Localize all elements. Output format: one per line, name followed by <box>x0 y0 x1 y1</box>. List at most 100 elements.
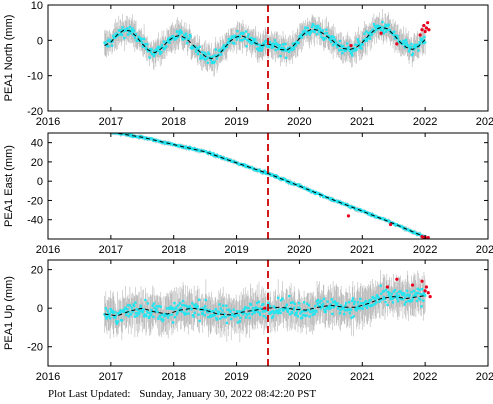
up-observation-point <box>382 295 385 299</box>
last-updated-label: Plot Last Updated: <box>48 388 131 400</box>
north-observation-point <box>178 32 181 36</box>
north-observation-point <box>330 40 333 44</box>
north-observation-point <box>187 37 191 40</box>
north-observation-point <box>263 41 266 45</box>
north-observation-point <box>202 57 205 60</box>
north-observation-point <box>419 42 422 45</box>
north-observation-point <box>396 37 400 40</box>
north-observation-point <box>292 45 295 49</box>
up-plot-area <box>103 270 432 343</box>
up-observation-point <box>308 315 311 318</box>
up-observation-point <box>175 313 179 316</box>
north-observation-point <box>188 33 192 37</box>
north-observation-point <box>374 26 377 29</box>
north-observation-point <box>283 48 287 51</box>
up-observation-point <box>243 307 246 311</box>
north-observation-point <box>116 33 120 37</box>
north-observation-point <box>359 44 363 47</box>
north-observation-point <box>215 54 218 58</box>
north-observation-point <box>369 30 372 33</box>
up-observation-point <box>248 316 251 320</box>
east-observation-point <box>187 147 191 151</box>
north-observation-point <box>271 45 274 48</box>
north-observation-point <box>174 35 177 39</box>
up-observation-point <box>178 308 181 311</box>
up-observation-point <box>279 311 282 314</box>
north-observation-point <box>227 37 230 41</box>
north-observation-point <box>150 48 153 51</box>
up-x-tick-label: 2017 <box>99 371 123 383</box>
up-observation-point <box>294 313 297 317</box>
north-observation-point <box>105 44 109 48</box>
up-observation-point <box>344 304 347 307</box>
up-observation-point <box>130 306 133 309</box>
up-observation-point <box>374 298 377 301</box>
north-observation-point <box>410 42 413 46</box>
up-observation-point <box>388 295 392 298</box>
up-observation-point <box>114 314 117 318</box>
north-observation-point <box>184 32 188 35</box>
north-observation-point <box>273 39 277 42</box>
north-observation-point <box>384 23 387 27</box>
north-observation-point <box>313 27 317 30</box>
up-observation-point <box>397 294 400 298</box>
north-observation-point <box>270 46 274 49</box>
north-observation-point <box>415 45 418 49</box>
north-observation-point <box>341 44 345 48</box>
east-observation-point <box>297 183 301 186</box>
north-observation-point <box>334 41 338 44</box>
up-observation-point <box>402 292 406 295</box>
up-observation-point <box>360 306 363 310</box>
east-observation-point <box>105 130 107 132</box>
east-y-tick-label: -40 <box>27 215 43 227</box>
north-observation-point <box>256 48 259 51</box>
north-observation-point <box>299 33 303 36</box>
north-observation-point <box>128 30 131 34</box>
north-observation-point <box>417 49 420 52</box>
up-observation-point <box>107 312 110 315</box>
north-observation-point <box>233 42 236 45</box>
up-observation-point <box>408 293 411 297</box>
up-observation-point <box>378 298 382 302</box>
up-observation-point <box>297 306 300 309</box>
north-observation-point <box>299 35 302 38</box>
north-recent-point <box>420 28 424 32</box>
up-observation-point <box>140 308 143 311</box>
north-observations <box>103 20 427 65</box>
up-observation-point <box>420 305 423 308</box>
north-observation-point <box>209 58 213 62</box>
up-observation-point <box>395 292 398 295</box>
north-observation-point <box>235 38 238 41</box>
north-observation-point <box>158 50 161 53</box>
north-observation-point <box>133 36 137 40</box>
up-observation-point <box>107 314 111 318</box>
north-observation-point <box>354 43 357 46</box>
north-observation-point <box>376 24 379 27</box>
north-observation-point <box>284 56 288 60</box>
up-observation-point <box>401 298 405 301</box>
north-observation-point <box>160 43 164 47</box>
north-observation-point <box>121 26 124 29</box>
up-observation-point <box>129 312 133 316</box>
up-observation-point <box>305 314 308 317</box>
up-observation-point <box>390 292 393 296</box>
up-observation-point <box>322 297 326 301</box>
up-observation-point <box>258 311 261 314</box>
north-observation-point <box>414 46 417 50</box>
north-observation-point <box>276 47 280 51</box>
up-observation-point <box>195 306 198 309</box>
north-observation-point <box>396 34 399 38</box>
north-observation-point <box>320 30 324 33</box>
east-observation-point <box>363 209 366 213</box>
up-observation-point <box>134 312 138 315</box>
up-observation-point <box>135 307 138 311</box>
up-observation-point <box>247 312 251 315</box>
north-recent-point <box>424 26 428 30</box>
up-observation-point <box>170 307 173 310</box>
up-observation-point <box>253 311 256 314</box>
north-observation-point <box>145 42 149 46</box>
up-observation-point <box>278 308 281 311</box>
north-observation-point <box>380 26 384 29</box>
north-observation-point <box>207 51 210 54</box>
north-observation-point <box>280 46 284 49</box>
